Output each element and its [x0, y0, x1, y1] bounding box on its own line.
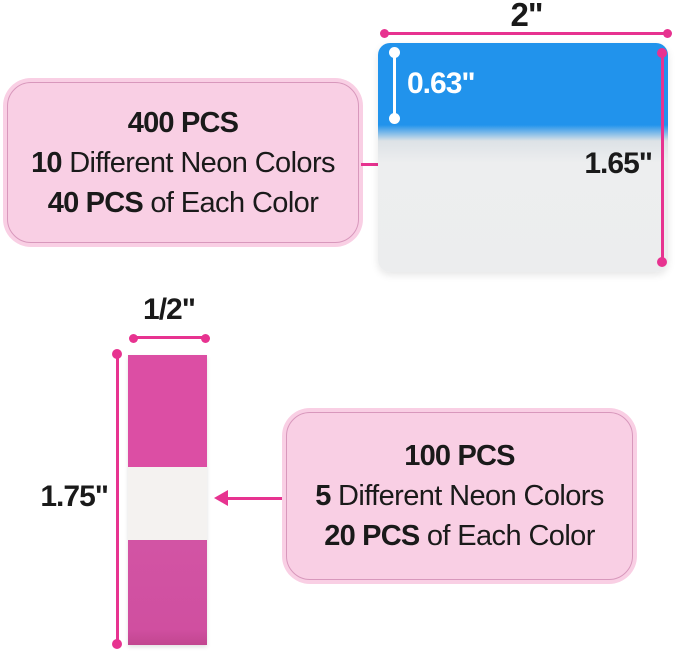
sticky-note-illustration — [378, 43, 668, 272]
per-color-line: 20 PCS of Each Color — [324, 516, 595, 556]
pack-count-line: 100 PCS — [404, 436, 515, 476]
note-tab-height-label: 0.63" — [407, 67, 476, 100]
dim-endpoint-dot — [201, 334, 210, 343]
pack-count-line: 400 PCS — [127, 103, 239, 143]
dim-endpoint-dot — [112, 639, 122, 649]
color-count-number: 5 — [315, 480, 331, 512]
index-tab-illustration — [128, 355, 207, 645]
dim-endpoint-dot — [380, 29, 389, 38]
dim-endpoint-dot — [112, 349, 122, 359]
dim-endpoint-dot — [129, 334, 138, 343]
info-box-100pcs: 100 PCS 5 Different Neon Colors 20 PCS o… — [286, 412, 633, 580]
color-count-line: 5 Different Neon Colors — [315, 476, 604, 516]
tab-colored-top — [128, 355, 207, 467]
dim-endpoint-dot — [389, 47, 400, 58]
dim-endpoint-dot — [663, 29, 672, 38]
note-tab-height-dim-line — [393, 52, 396, 118]
dim-endpoint-dot — [657, 48, 667, 58]
per-color-line: 40 PCS of Each Color — [48, 183, 319, 223]
tab-width-label: 1/2" — [143, 293, 196, 326]
pack-count-text: 100 PCS — [404, 440, 515, 472]
info-box-400pcs: 400 PCS 10 Different Neon Colors 40 PCS … — [7, 82, 359, 243]
tab-height-dim-line — [116, 354, 119, 644]
dim-endpoint-dot — [389, 113, 400, 124]
arrow-to-tab-line — [226, 497, 282, 500]
tab-width-dim-line — [133, 336, 205, 339]
note-height-dim-line — [661, 53, 664, 263]
dim-endpoint-dot — [657, 257, 667, 267]
note-height-label: 1.65" — [584, 147, 653, 180]
arrow-to-tab-head-icon — [214, 490, 228, 506]
tab-clear-middle — [128, 467, 207, 540]
per-color-number: 40 PCS — [47, 186, 144, 219]
color-count-label: Different Neon Colors — [330, 480, 604, 512]
tab-colored-bottom — [128, 540, 207, 645]
per-color-number: 20 PCS — [324, 520, 420, 552]
color-count-line: 10 Different Neon Colors — [31, 143, 335, 183]
per-color-label: of Each Color — [419, 520, 596, 552]
color-count-number: 10 — [31, 146, 62, 179]
color-count-label: Different Neon Colors — [61, 146, 335, 179]
note-width-label: 2" — [510, 0, 544, 33]
per-color-label: of Each Color — [142, 186, 319, 219]
pack-count-text: 400 PCS — [127, 106, 239, 139]
tab-height-label: 1.75" — [40, 480, 109, 513]
note-width-dim-line — [385, 32, 668, 35]
